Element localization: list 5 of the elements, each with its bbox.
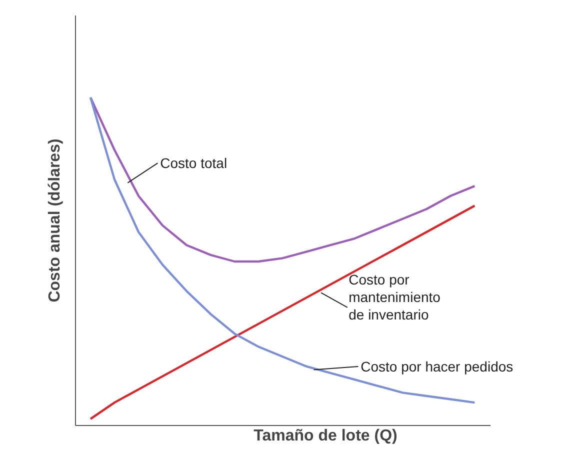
series-label: Costo por hacer pedidos [360,358,514,374]
y-axis-title: Costo anual (dólares) [46,138,64,302]
x-axis-title: Tamaño de lote (Q) [254,428,398,444]
series-label: Costo por mantenimiento de inventario [348,271,441,323]
text: Costo total [160,155,228,172]
